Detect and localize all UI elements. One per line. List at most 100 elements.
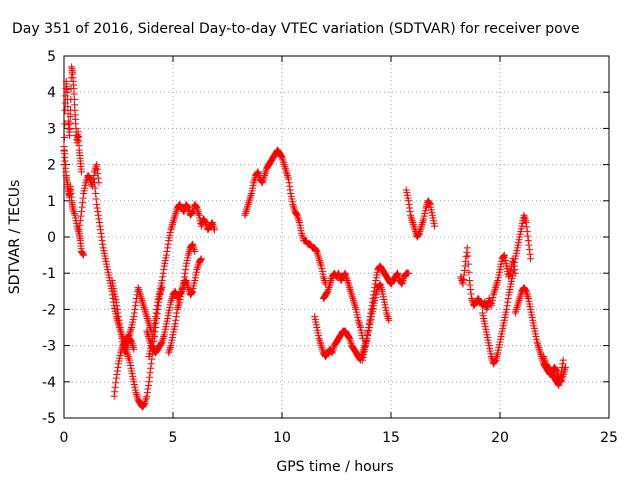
data-point [92,195,100,203]
data-point [534,342,542,350]
data-point [190,246,198,254]
data-point [366,316,374,324]
data-point [524,293,532,301]
data-point [416,228,424,236]
data-point [348,291,356,299]
data-point [283,171,291,179]
data-point [493,351,501,359]
data-point [318,345,326,353]
data-point [201,217,209,225]
data-point [378,285,386,293]
data-point [141,400,149,408]
data-point [260,173,268,181]
data-point [370,291,378,299]
data-point [92,190,100,198]
data-point [408,215,416,223]
data-point [316,258,324,266]
data-point [329,347,337,355]
data-point [80,251,88,259]
data-point [261,171,269,179]
data-point [113,302,121,310]
data-point [298,229,306,237]
data-point [241,211,249,219]
data-point [342,271,350,279]
data-point [515,296,523,304]
data-point [516,293,524,301]
data-point [349,296,357,304]
data-point [168,220,176,228]
data-point [418,222,426,230]
data-point [153,314,161,322]
data-point [513,302,521,310]
data-point [94,208,102,216]
data-point [111,388,119,396]
data-point [143,314,151,322]
data-point [365,320,373,328]
data-point [327,276,335,284]
data-point [140,302,148,310]
data-point [492,282,500,290]
data-point [510,262,518,270]
data-point [146,322,154,330]
data-point [194,262,202,270]
data-point [369,295,377,303]
x-axis-label: GPS time / hours [276,459,393,475]
data-point [523,291,531,299]
data-point [142,394,150,402]
data-point [404,197,412,205]
data-point [66,125,74,133]
data-point [503,305,511,313]
data-point [410,222,418,230]
data-point [350,298,358,306]
data-point [468,295,476,303]
data-point [145,378,153,386]
data-point [153,302,161,310]
data-point [284,173,292,181]
data-point [259,177,267,185]
data-point [335,269,343,277]
data-point [189,240,197,248]
data-point [159,334,167,342]
data-point [464,252,472,260]
data-point [174,302,182,310]
data-point [349,295,357,303]
data-point [114,363,122,371]
data-point [554,381,562,389]
data-point [558,363,566,371]
data-point [491,287,499,295]
data-point [170,215,178,223]
data-point [262,168,270,176]
data-point [298,231,306,239]
data-point [363,334,371,342]
data-point [522,217,530,225]
data-point [371,284,379,292]
data-point [245,197,253,205]
data-point [327,278,335,286]
data-point [383,309,391,317]
data-point [95,219,103,227]
data-point [79,250,87,258]
data-point [135,285,143,293]
data-point [493,278,501,286]
data-point [286,182,294,190]
data-point [318,343,326,351]
data-point [534,340,542,348]
data-point [94,211,102,219]
data-point [132,298,140,306]
data-point [130,345,138,353]
data-point [521,213,529,221]
data-point [69,206,77,214]
data-point [377,282,385,290]
data-point [75,226,83,234]
data-point [124,352,132,360]
data-point [368,302,376,310]
data-point [192,202,200,210]
data-point [175,300,183,308]
data-point [94,174,102,182]
data-point [247,191,255,199]
data-point [320,275,328,283]
data-point [250,177,258,185]
data-point [368,298,376,306]
y-tick-label: -5 [42,411,56,427]
